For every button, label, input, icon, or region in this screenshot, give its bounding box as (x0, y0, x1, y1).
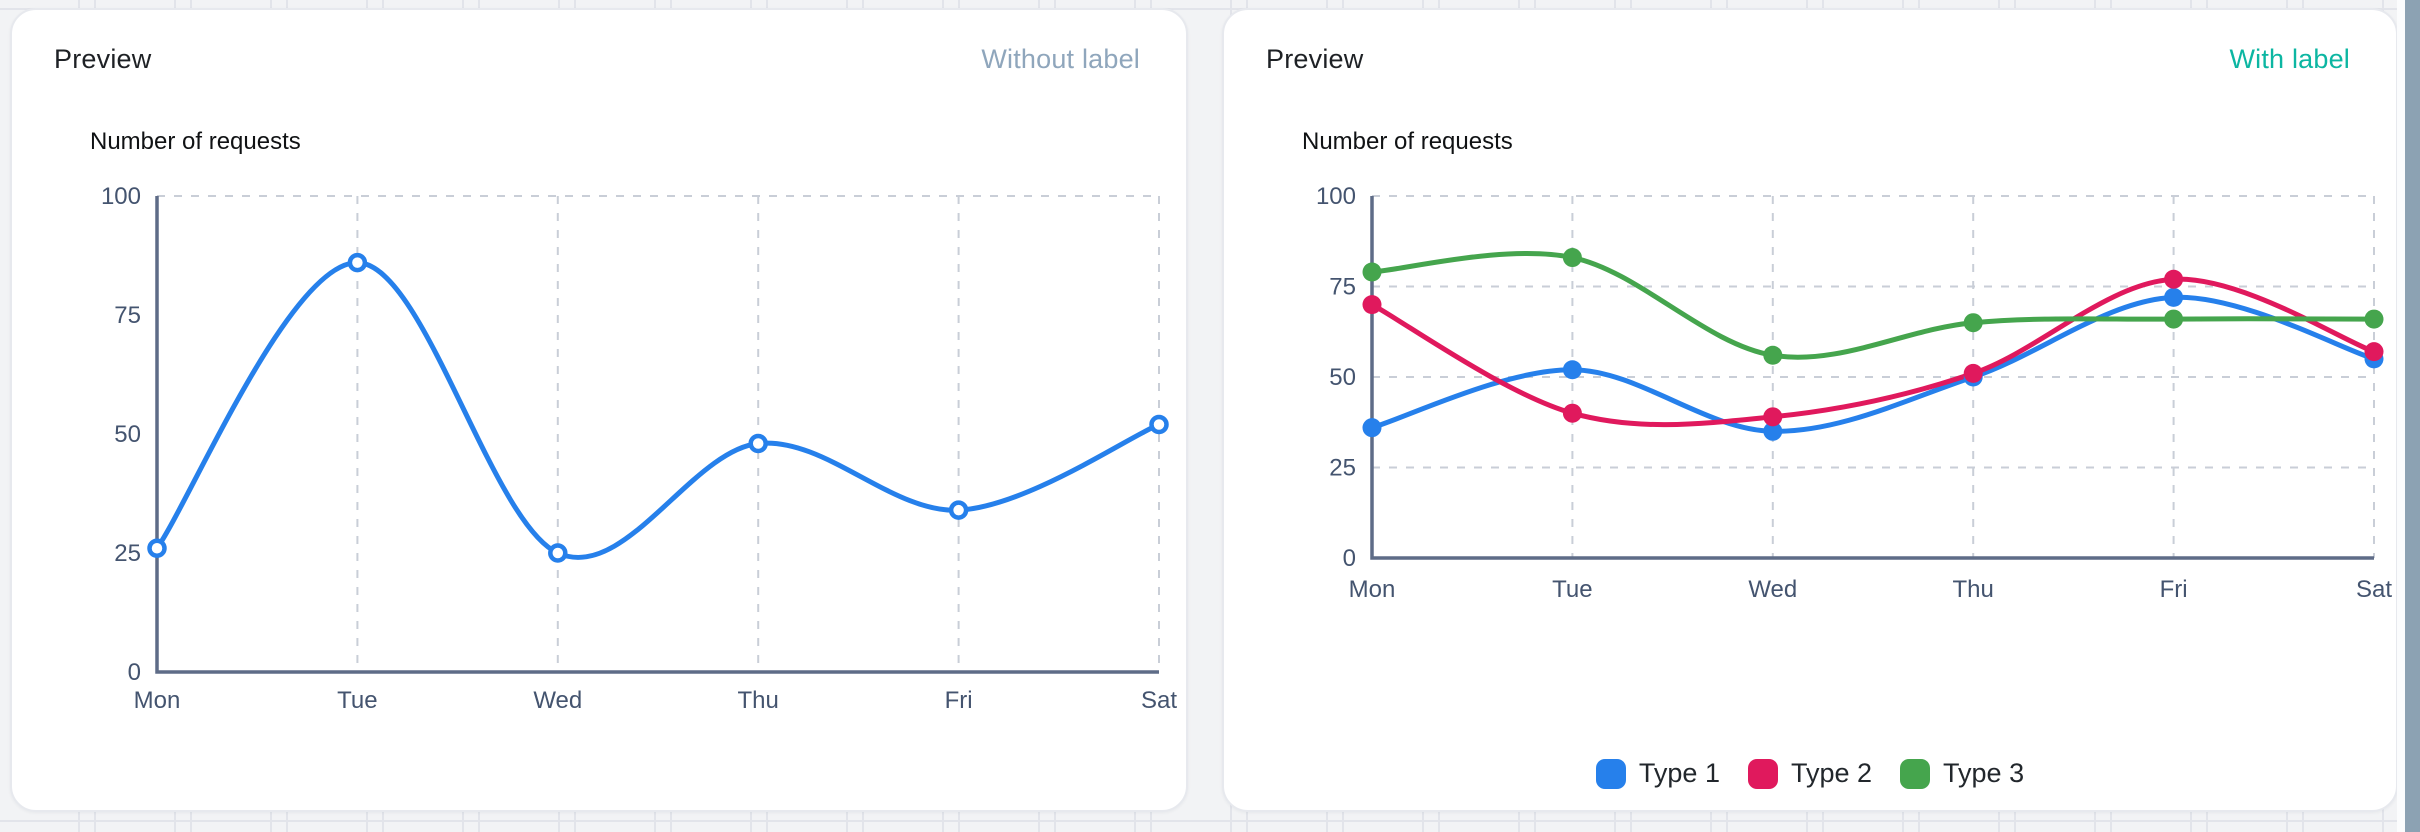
svg-text:100: 100 (101, 185, 141, 210)
svg-text:Wed: Wed (533, 687, 582, 714)
legend-swatch-type-3 (1900, 758, 1931, 789)
panel-title: Preview (54, 44, 152, 74)
svg-text:50: 50 (114, 421, 141, 448)
variant-badge-with: With label (2229, 44, 2350, 74)
card-header: Preview With label (1266, 44, 2350, 75)
svg-text:Mon: Mon (134, 687, 181, 714)
svg-text:0: 0 (128, 659, 141, 686)
svg-text:Thu: Thu (1953, 576, 1994, 603)
preview-card-without-label: Preview Without label Number of requests… (10, 8, 1188, 812)
svg-text:75: 75 (1329, 274, 1356, 301)
svg-text:Mon: Mon (1349, 576, 1396, 603)
card-header: Preview Without label (54, 44, 1140, 75)
legend-label: Type 2 (1790, 758, 1873, 788)
svg-text:Tue: Tue (337, 687, 377, 714)
panel-title: Preview (1266, 44, 1364, 74)
svg-text:50: 50 (1329, 364, 1356, 391)
line-chart-without-label: 0 25 50 75 100 Mon Tue Wed Thu Fri Sat (101, 185, 1177, 714)
svg-text:25: 25 (114, 540, 141, 567)
svg-text:Sat: Sat (1141, 687, 1177, 714)
svg-text:Sat: Sat (2356, 576, 2392, 603)
chart-title: Number of requests (90, 128, 301, 155)
svg-text:Fri: Fri (2160, 576, 2188, 603)
background-grid-bottom-line (0, 820, 2420, 822)
svg-text:25: 25 (1329, 455, 1356, 482)
window-edge-gap (2397, 0, 2405, 832)
svg-text:0: 0 (1343, 545, 1356, 572)
svg-text:100: 100 (1316, 185, 1356, 210)
svg-text:Fri: Fri (945, 687, 973, 714)
legend-item-type-1: Type 1 (1595, 758, 1720, 789)
legend-item-type-2: Type 2 (1747, 758, 1873, 789)
background-grid-top-line (0, 8, 2420, 10)
line-chart-with-label: 0 25 50 75 100 Mon Tue Wed Thu Fri Sat (1316, 185, 2392, 603)
chart-legend: Type 1 Type 2 Type 3 (1224, 758, 2396, 789)
preview-card-with-label: Preview With label Number of requests 0 2… (1222, 8, 2398, 812)
svg-text:75: 75 (114, 302, 141, 329)
legend-item-type-3: Type 3 (1900, 758, 2024, 789)
legend-label: Type 3 (1943, 758, 2025, 788)
svg-text:Wed: Wed (1748, 576, 1797, 603)
svg-text:Thu: Thu (738, 687, 779, 714)
legend-swatch-type-2 (1747, 758, 1778, 789)
legend-swatch-type-1 (1595, 758, 1626, 789)
svg-text:Tue: Tue (1552, 576, 1592, 603)
window-edge-strip (2405, 0, 2420, 832)
variant-badge-without: Without label (981, 44, 1140, 74)
legend-label: Type 1 (1638, 758, 1720, 788)
chart-title: Number of requests (1302, 128, 1513, 155)
